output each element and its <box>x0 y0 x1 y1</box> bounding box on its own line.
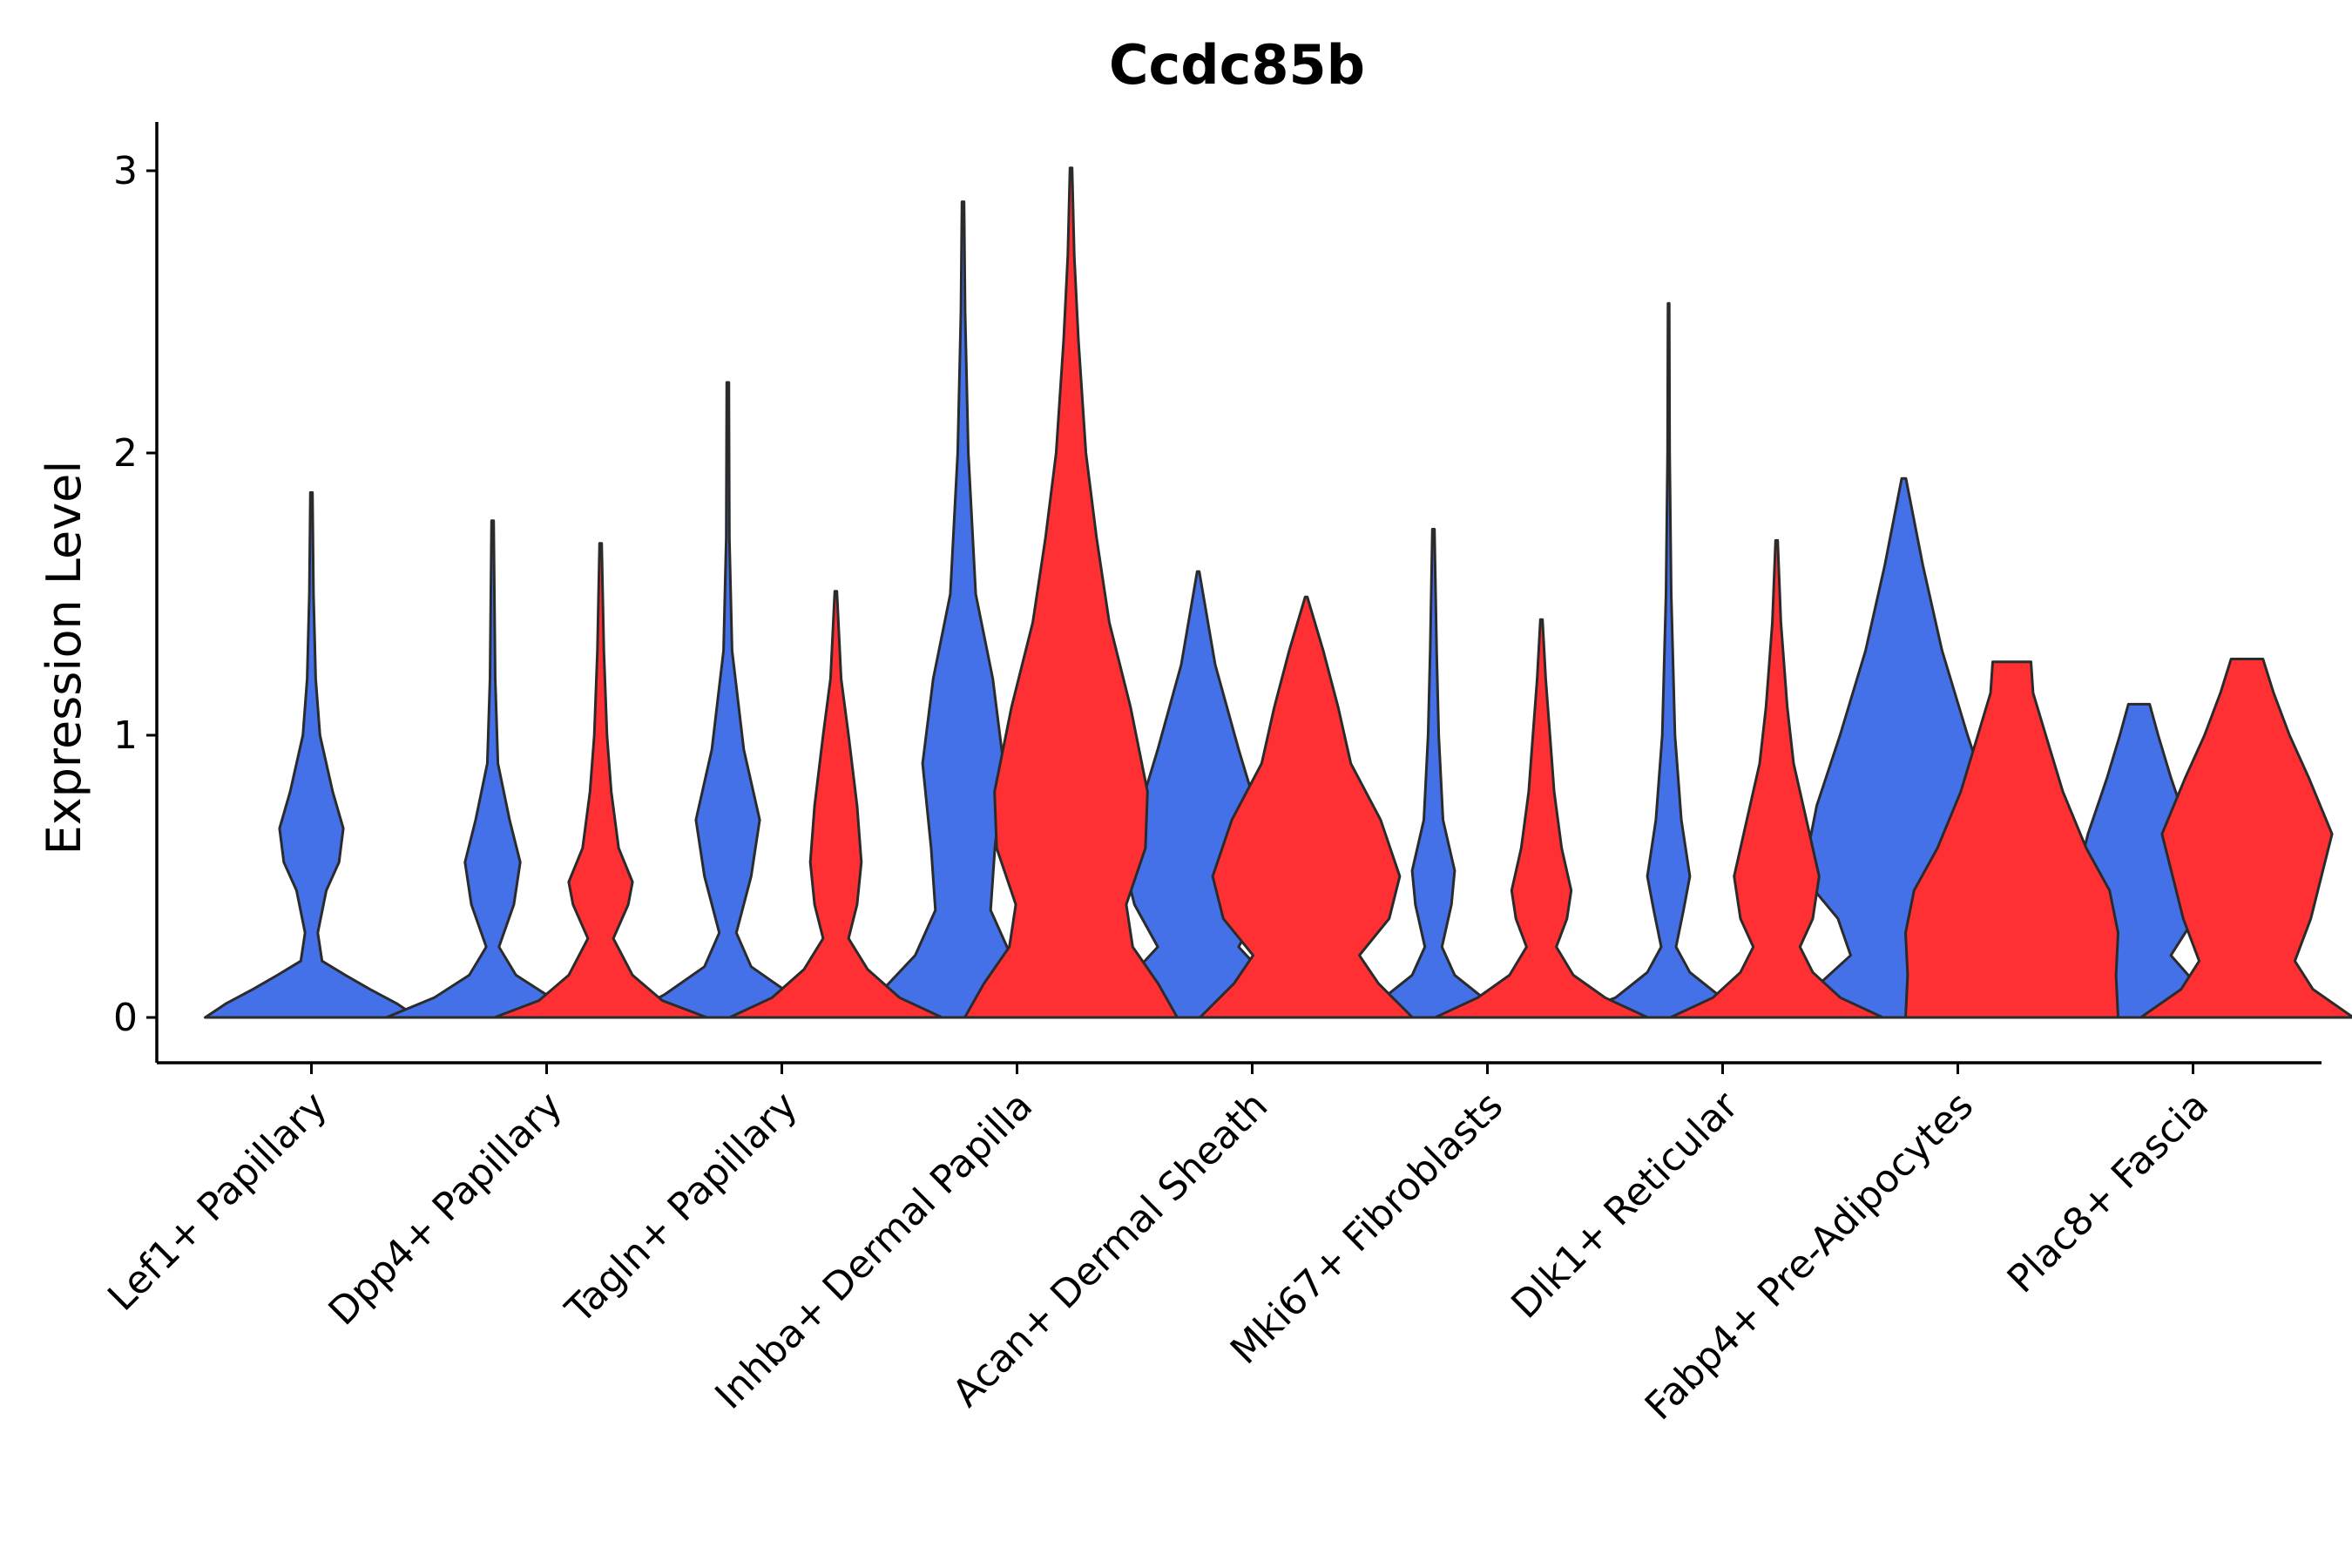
violin-mki67-fibroblasts-a <box>1326 528 1541 1019</box>
violin-inhba-dermal-papilla-b <box>963 166 1179 1019</box>
x-tick-label: Plac8+ Fascia <box>1999 1084 2218 1302</box>
x-tick-label: Dlk1+ Reticular <box>1503 1083 1747 1328</box>
violin-plac8-fascia-b <box>2139 658 2352 1019</box>
y-tick-label: 3 <box>113 149 138 193</box>
y-axis-label: Expression Level <box>37 461 91 855</box>
violin-dpp4-papillary-b <box>493 542 708 1019</box>
violin-mki67-fibroblasts-b <box>1434 618 1649 1019</box>
y-tick-label: 1 <box>113 713 138 758</box>
x-tick-label: Tagln+ Papillary <box>557 1084 806 1333</box>
x-tick-label: Mki67+ Fibroblasts <box>1222 1084 1511 1373</box>
x-tick-label: Dpp4+ Papillary <box>321 1084 571 1335</box>
violin-dlk1-reticular-b <box>1669 538 1884 1019</box>
violin-tagln-papillary-a <box>620 381 835 1019</box>
violin-lef1-papillary-a <box>204 490 419 1019</box>
axes <box>155 122 2322 1064</box>
violin-inhba-dermal-papilla-a <box>855 200 1071 1019</box>
x-tick-label: Lef1+ Papillary <box>99 1084 335 1320</box>
y-ticks: 0 1 2 3 <box>113 149 157 1040</box>
violin-dpp4-papillary-a <box>385 519 600 1019</box>
y-tick-label: 2 <box>113 431 138 476</box>
violin-dlk1-reticular-a <box>1561 301 1776 1019</box>
chart-title: Ccdc85b <box>1109 33 1365 97</box>
violin-acan-dermal-sheath-b <box>1199 595 1414 1019</box>
violin-fabp4-pre-adipocytes-b <box>1904 660 2119 1019</box>
violin-tagln-papillary-b <box>728 590 943 1019</box>
violin-layer <box>204 166 2352 1019</box>
y-tick-label: 0 <box>113 996 138 1040</box>
